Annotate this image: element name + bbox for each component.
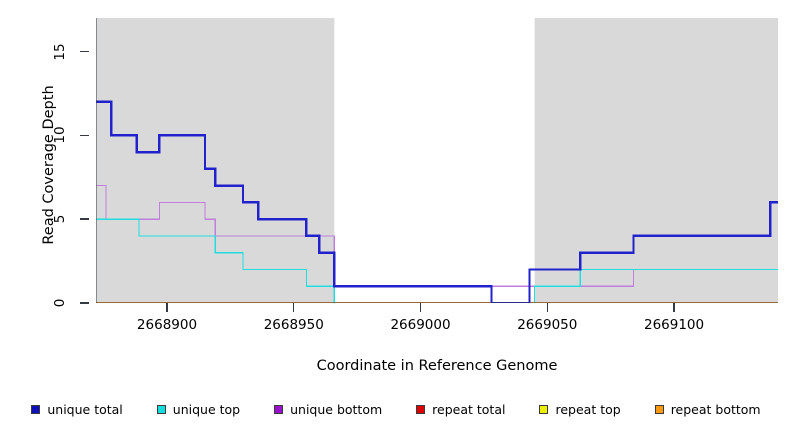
x-axis-tick-label: 2669100 <box>643 317 705 333</box>
legend-label: repeat bottom <box>670 401 761 417</box>
legend-item-unique-top: unique top <box>156 401 241 417</box>
legend-item-repeat-bottom: repeat bottom <box>654 401 761 417</box>
x-axis-tick <box>419 303 422 312</box>
legend-label: unique total <box>47 401 123 417</box>
plot-svg <box>96 18 778 303</box>
x-axis-tick <box>673 303 675 312</box>
legend-swatch-icon <box>539 404 549 414</box>
legend-swatch-icon <box>654 404 664 414</box>
legend-swatch-icon <box>156 404 166 414</box>
shaded-region <box>96 18 335 303</box>
y-axis-tick <box>80 218 89 220</box>
legend-item-repeat-top: repeat top <box>539 401 621 417</box>
legend-item-unique-bottom: unique bottom <box>274 402 382 417</box>
x-axis-tick <box>293 303 295 312</box>
series-line-unique-total <box>96 100 778 303</box>
legend-label: repeat total <box>432 401 506 417</box>
legend-label: unique top <box>172 401 241 417</box>
legend-label: unique bottom <box>290 401 383 417</box>
plot-area <box>96 18 778 303</box>
x-axis-tick <box>166 303 168 312</box>
series-line-unique-top <box>96 218 778 303</box>
legend-swatch-icon <box>31 404 41 414</box>
x-axis-tick-label: 2669050 <box>517 317 578 333</box>
y-axis-tick-labels: 0 5 10 15 <box>52 0 89 432</box>
x-axis-title: Coordinate in Reference Genome <box>316 358 558 374</box>
x-axis-tick-label: 2669000 <box>390 317 451 333</box>
legend-item-repeat-total: repeat total <box>416 402 505 417</box>
y-axis-tick <box>80 134 89 137</box>
legend-swatch-icon <box>416 404 426 414</box>
shaded-region <box>534 18 778 303</box>
x-axis-tick <box>546 303 548 312</box>
x-axis-tick-label: 2668900 <box>136 317 198 333</box>
x-axis-tick-label: 2668950 <box>263 317 324 333</box>
legend-label: repeat top <box>555 401 621 417</box>
legend-item-unique-total: unique total <box>31 401 123 417</box>
legend-swatch-icon <box>274 404 284 414</box>
y-axis-tick <box>80 302 89 304</box>
chart-legend: unique total unique top unique bottom repea… <box>0 398 792 420</box>
y-axis-tick <box>80 50 89 53</box>
